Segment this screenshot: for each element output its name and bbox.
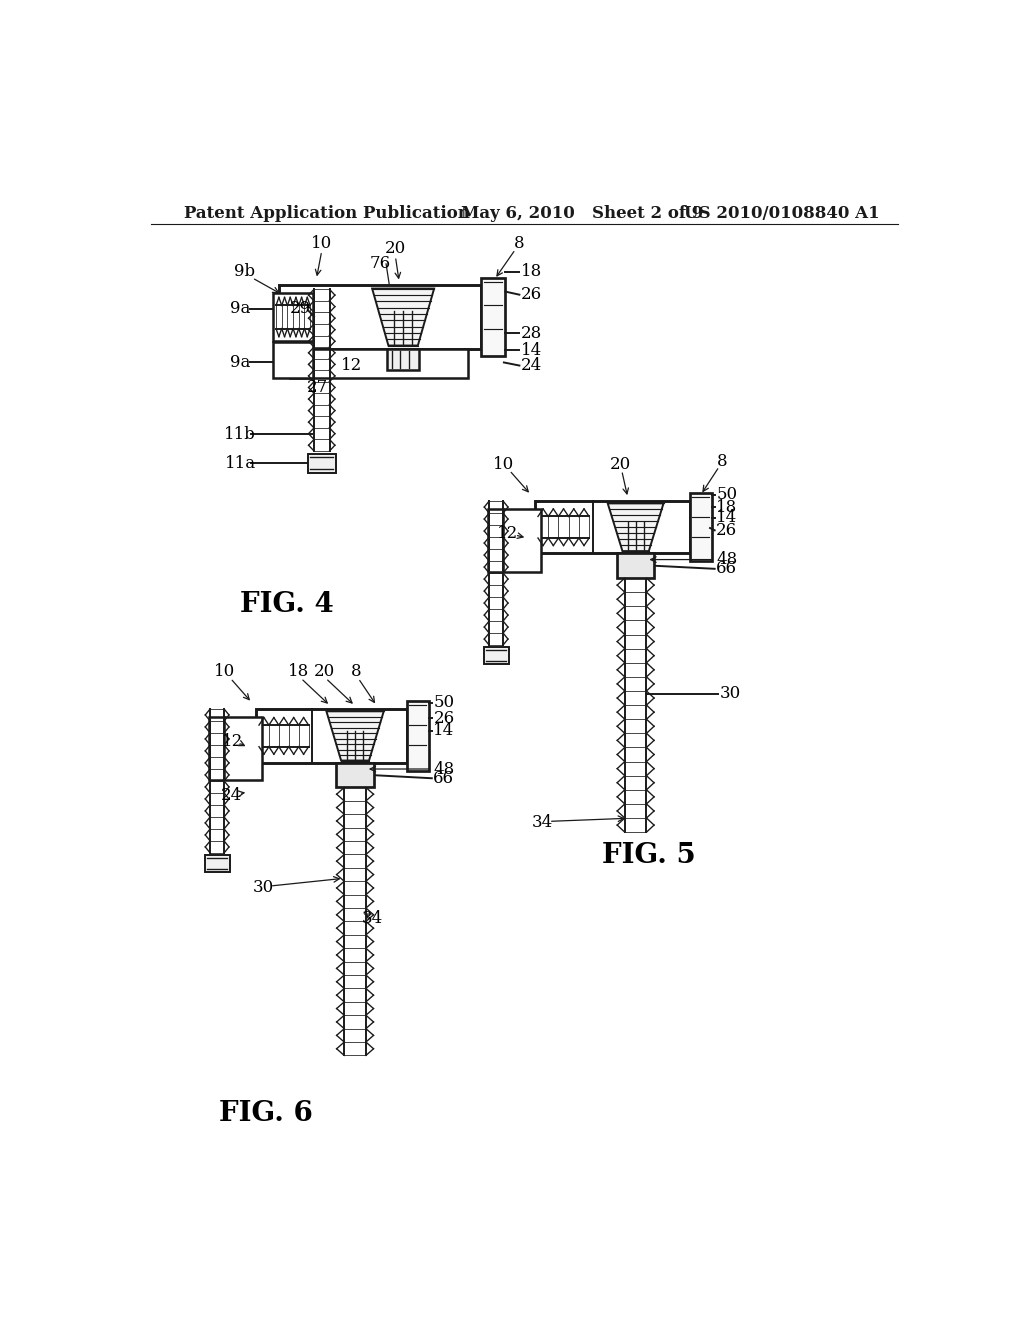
Polygon shape bbox=[372, 289, 434, 346]
Text: 30: 30 bbox=[253, 879, 274, 896]
Text: 24: 24 bbox=[521, 356, 542, 374]
Text: 27: 27 bbox=[307, 379, 329, 396]
Text: 30: 30 bbox=[719, 685, 740, 702]
Bar bbox=[256, 709, 407, 763]
Bar bbox=[308, 454, 336, 473]
Text: 10: 10 bbox=[214, 664, 236, 681]
Text: 18: 18 bbox=[288, 664, 309, 681]
Text: 48: 48 bbox=[716, 550, 737, 568]
Text: 26: 26 bbox=[716, 521, 737, 539]
Text: 76: 76 bbox=[370, 255, 390, 272]
Bar bbox=[337, 763, 374, 788]
Text: May 6, 2010   Sheet 2 of 9: May 6, 2010 Sheet 2 of 9 bbox=[461, 206, 703, 222]
Text: FIG. 4: FIG. 4 bbox=[240, 591, 334, 619]
Text: 12: 12 bbox=[497, 525, 518, 543]
Text: 24: 24 bbox=[220, 787, 242, 804]
Text: 11a: 11a bbox=[225, 455, 256, 471]
Bar bbox=[488, 508, 541, 572]
Text: 9a: 9a bbox=[230, 300, 251, 317]
Text: 20: 20 bbox=[385, 240, 406, 257]
Bar bbox=[205, 855, 229, 873]
Text: 66: 66 bbox=[716, 560, 737, 577]
Polygon shape bbox=[327, 711, 384, 760]
Bar bbox=[280, 285, 480, 348]
Text: 18: 18 bbox=[716, 499, 737, 516]
Text: 50: 50 bbox=[433, 694, 455, 711]
Text: 8: 8 bbox=[717, 453, 728, 470]
Bar bbox=[535, 502, 690, 553]
Bar bbox=[387, 348, 420, 370]
Text: 12: 12 bbox=[341, 356, 361, 374]
Text: 14: 14 bbox=[716, 510, 737, 527]
Text: 9a: 9a bbox=[230, 354, 251, 371]
Bar bbox=[290, 348, 468, 378]
Text: 34: 34 bbox=[532, 814, 553, 832]
Text: 18: 18 bbox=[521, 263, 542, 280]
Bar bbox=[407, 701, 429, 771]
Text: 34: 34 bbox=[361, 909, 383, 927]
Text: 26: 26 bbox=[521, 286, 542, 304]
Text: 20: 20 bbox=[313, 664, 335, 681]
Text: 12: 12 bbox=[222, 733, 244, 750]
Text: 11b: 11b bbox=[224, 425, 256, 442]
Polygon shape bbox=[607, 503, 664, 552]
Bar bbox=[480, 277, 506, 356]
Bar bbox=[617, 553, 654, 578]
Text: 66: 66 bbox=[433, 770, 455, 787]
Text: 48: 48 bbox=[433, 760, 455, 777]
Bar bbox=[273, 342, 313, 378]
Bar bbox=[690, 494, 712, 561]
Text: US 2010/0108840 A1: US 2010/0108840 A1 bbox=[684, 206, 880, 222]
Text: 9b: 9b bbox=[233, 263, 255, 280]
Text: 29: 29 bbox=[290, 300, 310, 317]
Text: 10: 10 bbox=[494, 455, 514, 473]
Text: 8: 8 bbox=[514, 235, 524, 252]
Text: FIG. 6: FIG. 6 bbox=[219, 1100, 313, 1127]
Text: 50: 50 bbox=[716, 486, 737, 503]
Text: 10: 10 bbox=[311, 235, 333, 252]
Text: 14: 14 bbox=[521, 342, 542, 359]
Bar bbox=[483, 647, 509, 664]
Text: FIG. 5: FIG. 5 bbox=[602, 842, 695, 869]
Text: 8: 8 bbox=[351, 664, 361, 681]
Bar bbox=[209, 717, 262, 780]
Bar bbox=[273, 293, 313, 341]
Text: 14: 14 bbox=[433, 722, 455, 739]
Text: 28: 28 bbox=[521, 325, 542, 342]
Text: Patent Application Publication: Patent Application Publication bbox=[183, 206, 470, 222]
Text: 26: 26 bbox=[433, 710, 455, 727]
Text: 20: 20 bbox=[609, 455, 631, 473]
